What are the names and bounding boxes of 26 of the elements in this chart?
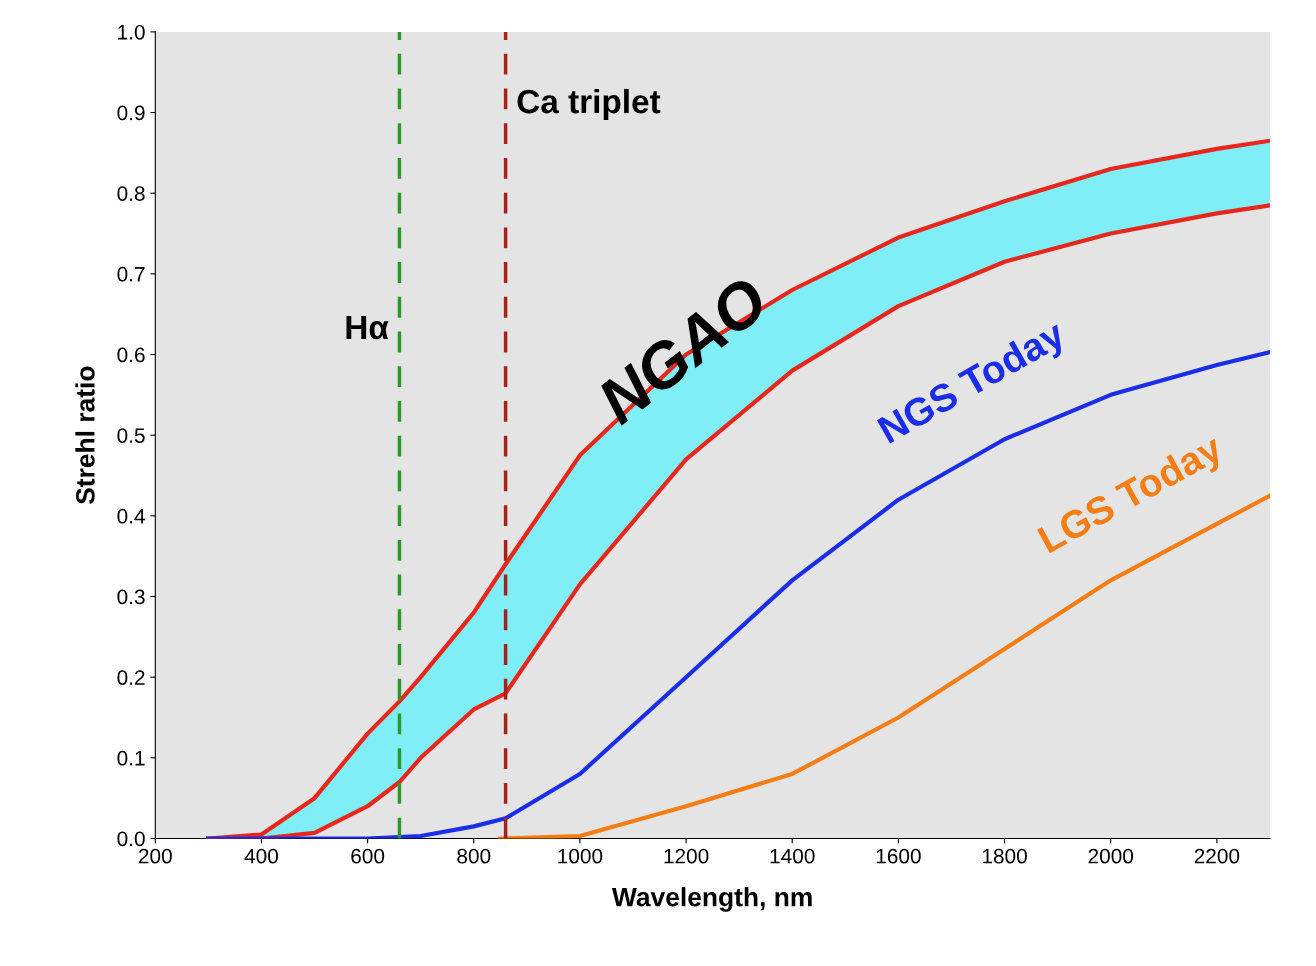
x-tick-label: 2200	[1194, 848, 1240, 864]
y-tick-label: 0.2	[117, 670, 145, 685]
x-tick-label: 800	[457, 848, 491, 864]
x-tick-label: 600	[351, 848, 385, 864]
x-tick-label: 200	[138, 848, 172, 864]
x-tick-label: 400	[244, 848, 279, 864]
y-tick-label: 0.7	[117, 266, 145, 282]
y-tick-label: 0.4	[117, 508, 145, 524]
y-tick-label: 0.9	[117, 105, 145, 121]
y-tick-label: 0.0	[117, 831, 145, 847]
y-tick-label: 0.3	[117, 589, 145, 605]
x-tick-label: 1800	[982, 848, 1027, 864]
y-tick-label: 0.6	[117, 347, 145, 363]
x-tick-label: 2000	[1088, 848, 1134, 864]
ref-line-label: Ca triplet	[517, 88, 661, 121]
y-axis-title: Strehl ratio	[75, 366, 95, 505]
x-tick-label: 1400	[770, 848, 815, 864]
x-tick-label: 1200	[664, 848, 709, 864]
y-tick-label: 0.8	[117, 186, 145, 201]
y-tick-label: 0.1	[117, 750, 145, 766]
y-tick-label: 0.5	[117, 428, 145, 443]
ref-line-label: Hα	[346, 316, 389, 340]
y-tick-label: 1.0	[118, 24, 145, 40]
x-tick-label: 1000	[558, 848, 603, 864]
x-axis-title: Wavelength, nm	[611, 887, 812, 912]
x-tick-label: 1600	[876, 848, 921, 864]
